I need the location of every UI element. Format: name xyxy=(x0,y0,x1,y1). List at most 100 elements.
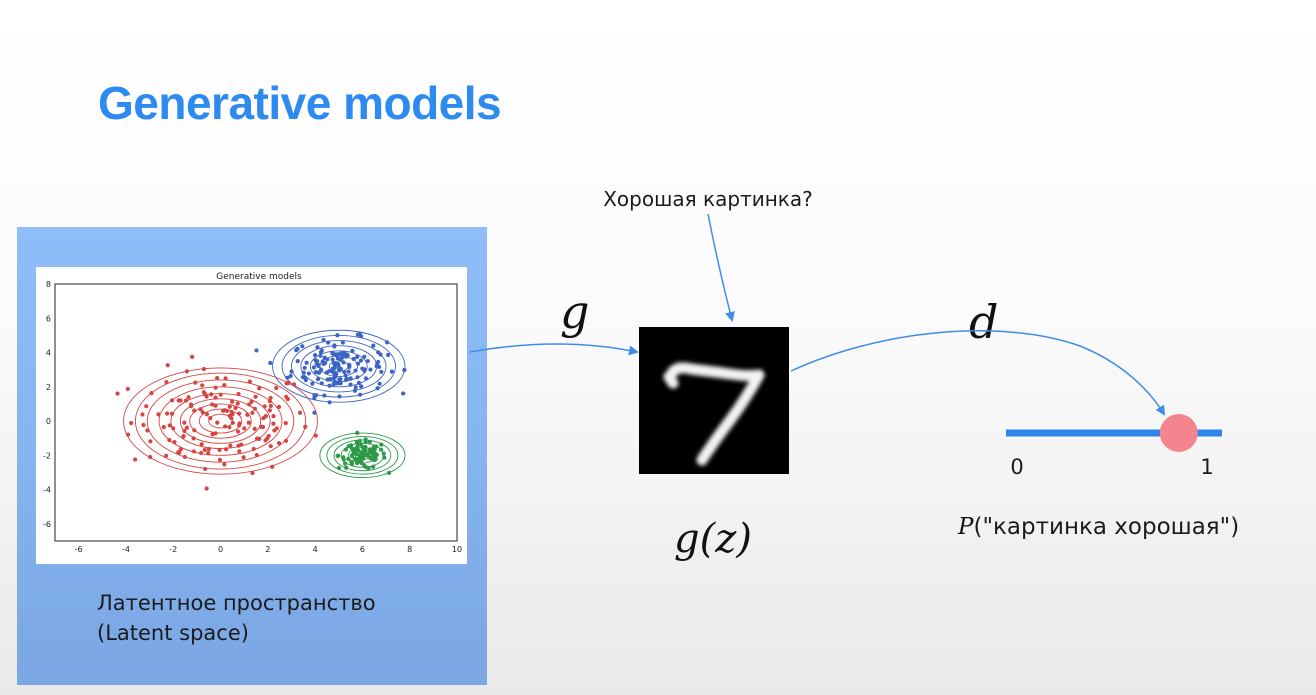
cluster-1-point xyxy=(359,334,364,339)
cluster-0-point xyxy=(241,455,246,460)
y-tick-label: -2 xyxy=(43,451,51,460)
cluster-0-point xyxy=(313,433,318,438)
cluster-0-point xyxy=(249,399,254,404)
cluster-1-point xyxy=(375,362,380,367)
cluster-0-point xyxy=(242,426,247,431)
cluster-2-point xyxy=(352,456,357,462)
scatter-canvas: Generative models -6 -4 -2 0 2 4 6 8 10 86420-2-… xyxy=(43,272,462,554)
cluster-2-point xyxy=(379,442,384,447)
cluster-0-point xyxy=(167,423,172,428)
cluster-0-point xyxy=(164,379,169,385)
cluster-0-point xyxy=(274,426,279,431)
cluster-0-point xyxy=(263,414,268,419)
cluster-0-contour-7 xyxy=(134,372,307,470)
cluster-0-point xyxy=(223,447,229,452)
cluster-2-point xyxy=(359,458,364,464)
cluster-0-point xyxy=(125,432,131,437)
cluster-1-point xyxy=(319,381,324,386)
cluster-0-point xyxy=(283,438,289,443)
cluster-0-point xyxy=(284,394,289,399)
cluster-1-point xyxy=(350,348,355,353)
cluster-1-point xyxy=(302,365,307,370)
cluster-0-point xyxy=(200,410,205,415)
cluster-0-point xyxy=(237,423,242,428)
cluster-2-point xyxy=(348,443,354,448)
cluster-1-point xyxy=(315,377,321,382)
cluster-0-point xyxy=(251,446,256,452)
cluster-2-point xyxy=(343,447,348,452)
cluster-0-point xyxy=(229,399,235,404)
cluster-0-point xyxy=(236,391,241,397)
cluster-0-point xyxy=(252,406,258,411)
probability-label: P("картинка хорошая") xyxy=(957,514,1239,540)
cluster-0-point xyxy=(140,412,145,417)
cluster-0-point xyxy=(227,413,232,419)
cluster-0-point xyxy=(182,420,187,425)
cluster-0-point xyxy=(199,442,204,447)
cluster-2-contour-5 xyxy=(319,432,406,479)
cluster-2-point xyxy=(381,451,386,456)
cluster-0-contour-8 xyxy=(123,367,318,475)
cluster-0-point xyxy=(224,408,230,414)
cluster-0-point xyxy=(210,402,215,407)
cluster-0-point xyxy=(227,404,232,409)
cluster-1-point xyxy=(300,344,305,349)
cluster-1-point xyxy=(313,358,318,363)
cluster-0-point xyxy=(169,411,175,416)
cluster-1-point xyxy=(327,383,332,388)
cluster-1-point xyxy=(346,369,351,374)
cluster-0-point xyxy=(223,376,228,381)
cluster-1-point xyxy=(355,375,360,380)
cluster-0-point xyxy=(193,380,198,385)
y-tick-label: 4 xyxy=(46,349,51,358)
cluster-0-point xyxy=(230,420,235,425)
cluster-0-point xyxy=(283,421,288,426)
cluster-0-point xyxy=(266,433,271,439)
cluster-0-point xyxy=(209,392,214,397)
cluster-2-point xyxy=(346,456,351,462)
cluster-1-point xyxy=(313,369,318,375)
cluster-0-point xyxy=(189,404,194,409)
cluster-1-point xyxy=(402,367,407,373)
cluster-0-point xyxy=(235,429,241,434)
cluster-1-point xyxy=(371,343,376,348)
cluster-0-point xyxy=(186,395,191,400)
cluster-2-point xyxy=(336,465,342,471)
cluster-0-point xyxy=(213,403,218,408)
cluster-0-point xyxy=(199,450,204,456)
cluster-2-point xyxy=(372,447,377,452)
cluster-1-point xyxy=(384,340,390,345)
cluster-0-point xyxy=(208,415,213,421)
cluster-0-point xyxy=(176,398,181,403)
cluster-0-point xyxy=(115,391,120,396)
cluster-1-point xyxy=(322,355,327,360)
cluster-2-point xyxy=(335,453,340,458)
cluster-1-point xyxy=(348,382,353,387)
cluster-0-point xyxy=(215,420,220,425)
cluster-0-point xyxy=(206,450,211,456)
cluster-1-point xyxy=(385,352,391,358)
cluster-2-point xyxy=(386,470,392,475)
cluster-1-point xyxy=(268,360,273,366)
cluster-0-point xyxy=(286,380,291,386)
cluster-0-point xyxy=(203,466,208,472)
cluster-1-point xyxy=(343,377,349,382)
cluster-1-point xyxy=(347,362,352,367)
cluster-1-point xyxy=(254,348,259,353)
cluster-0-point xyxy=(213,431,218,436)
cluster-2-point xyxy=(361,447,366,453)
cluster-1-point xyxy=(338,366,344,371)
cluster-0-point xyxy=(227,425,232,430)
y-tick-labels: 8 6 4 2 0 -2 -4 -6 xyxy=(43,280,51,529)
cluster-1-point xyxy=(348,376,353,381)
cluster-0-point xyxy=(200,383,205,388)
cluster-1-contour-4 xyxy=(291,340,387,393)
cluster-1-point xyxy=(288,373,293,379)
cluster-1-point xyxy=(325,377,330,382)
cluster-1-point xyxy=(377,381,382,386)
cluster-1-point xyxy=(315,345,320,350)
cluster-0-point xyxy=(217,447,222,453)
y-tick-label: 8 xyxy=(46,280,51,289)
cluster-1-point xyxy=(330,350,335,356)
cluster-0-point xyxy=(267,399,272,404)
